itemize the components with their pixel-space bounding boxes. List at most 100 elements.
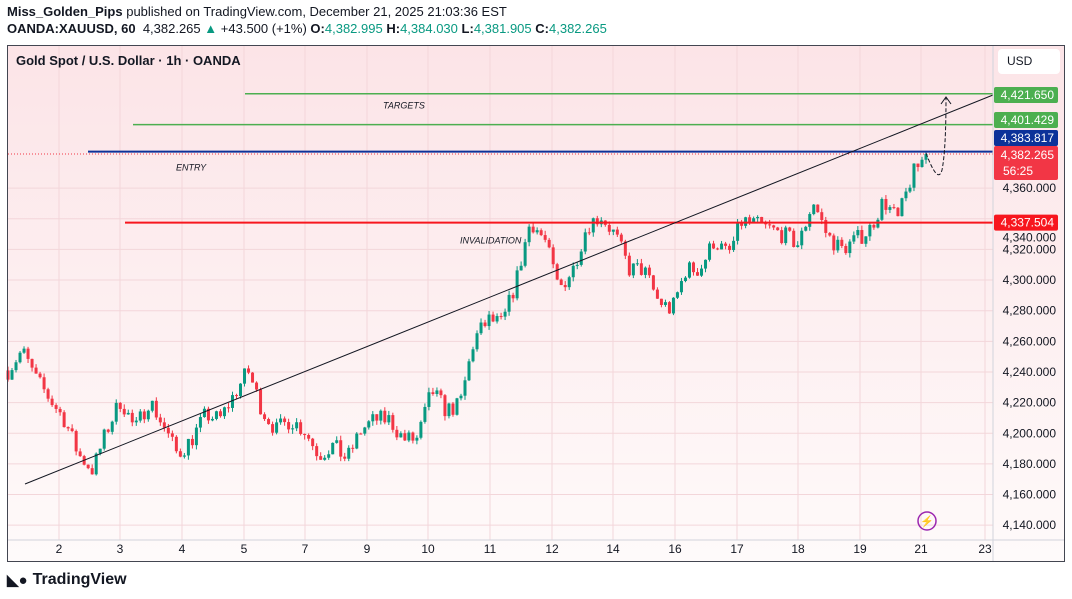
candle-body [178, 451, 182, 457]
candle-body [387, 415, 391, 423]
candle-body [667, 302, 671, 314]
candle-body [142, 411, 146, 420]
candle-body [499, 316, 503, 318]
current-price-tag [994, 146, 1058, 180]
open: 4,382.995 [324, 21, 383, 36]
candle-body [607, 224, 611, 232]
candle-body [263, 414, 267, 420]
candle-body [455, 398, 459, 415]
candle-body [371, 414, 375, 422]
candle-body [162, 422, 166, 428]
x-tick-label: 3 [117, 542, 124, 556]
candle-body [447, 403, 451, 417]
candle-body [832, 235, 836, 251]
candle-body [363, 427, 367, 434]
candle-body [912, 163, 916, 188]
candle-body [671, 297, 675, 314]
chart-background [7, 45, 1065, 562]
level-label: ENTRY [176, 163, 207, 173]
candle-body [122, 408, 126, 415]
y-tick-label: 4,280.000 [1003, 304, 1057, 318]
candle-body [884, 198, 888, 210]
candle-body [118, 402, 122, 409]
candle-body [323, 457, 327, 460]
brand-text: TradingView [32, 571, 127, 588]
candle-body [479, 322, 483, 334]
candle-body [920, 159, 924, 168]
candle-body [218, 411, 222, 417]
candle-body [359, 433, 363, 435]
x-tick-label: 9 [364, 542, 371, 556]
candle-body [748, 217, 752, 223]
candle-body [515, 270, 519, 299]
candle-body [423, 406, 427, 422]
candle-body [868, 224, 872, 237]
candle-body [623, 241, 627, 256]
y-tick-label: 4,140.000 [1003, 518, 1057, 532]
candle-body [335, 440, 339, 443]
candle-body [615, 229, 619, 235]
candle-body [275, 422, 279, 433]
candle-body [150, 400, 154, 411]
candle-body [535, 230, 539, 233]
change: +43.500 (+1%) [220, 21, 307, 36]
candle-body [503, 311, 507, 317]
candle-body [487, 314, 491, 327]
candle-body [567, 277, 571, 288]
x-tick-label: 10 [421, 542, 435, 556]
candle-body [18, 352, 22, 363]
candle-body [896, 207, 900, 217]
candle-body [491, 314, 495, 322]
candle-body [267, 419, 271, 425]
candle-body [788, 227, 792, 231]
y-tick-label: 4,320.000 [1003, 242, 1057, 256]
candle-body [772, 225, 776, 228]
candle-body [383, 410, 387, 423]
candle-body [611, 229, 615, 232]
candle-body [443, 395, 447, 417]
candle-body [319, 456, 323, 460]
candle-body [375, 414, 379, 421]
y-tick-label: 4,220.000 [1003, 396, 1057, 410]
candle-body [700, 268, 704, 276]
candle-body [234, 395, 238, 397]
candle-body [10, 370, 14, 380]
lightning-icon [917, 511, 937, 531]
candle-body [816, 204, 820, 213]
x-tick-label: 23 [978, 542, 992, 556]
candle-body [251, 372, 255, 383]
candle-body [186, 438, 190, 456]
candle-body [860, 230, 864, 244]
candle-body [347, 447, 351, 459]
candle-body [146, 410, 150, 420]
candle-body [367, 421, 371, 428]
candle-body [651, 275, 655, 290]
candle-body [62, 412, 66, 428]
currency-button[interactable]: USD [998, 49, 1060, 74]
candle-body [696, 272, 700, 276]
candle-body [395, 429, 399, 438]
price-tag-text: 4,401.429 [1001, 113, 1055, 127]
published-text: published on TradingView.com, December 2… [126, 4, 507, 19]
candle-body [247, 368, 251, 373]
candle-body [916, 163, 920, 168]
candle-body [543, 235, 547, 240]
candle-body [50, 398, 54, 406]
candle-body [495, 316, 499, 322]
candle-body [864, 236, 868, 244]
up-triangle-icon: ▲ [204, 21, 218, 36]
candle-body [291, 428, 295, 430]
candle-body [904, 191, 908, 199]
tv-logo-icon: ◣● [7, 572, 28, 589]
candle-body [459, 395, 463, 399]
candle-body [547, 239, 551, 248]
candle-body [243, 368, 247, 384]
candle-body [158, 417, 162, 423]
current-price-text: 4,382.265 [1001, 148, 1055, 162]
candle-body [42, 377, 46, 390]
candle-body [46, 389, 50, 399]
candle-body [435, 390, 439, 394]
candle-body [22, 348, 26, 353]
candle-body [427, 392, 431, 407]
